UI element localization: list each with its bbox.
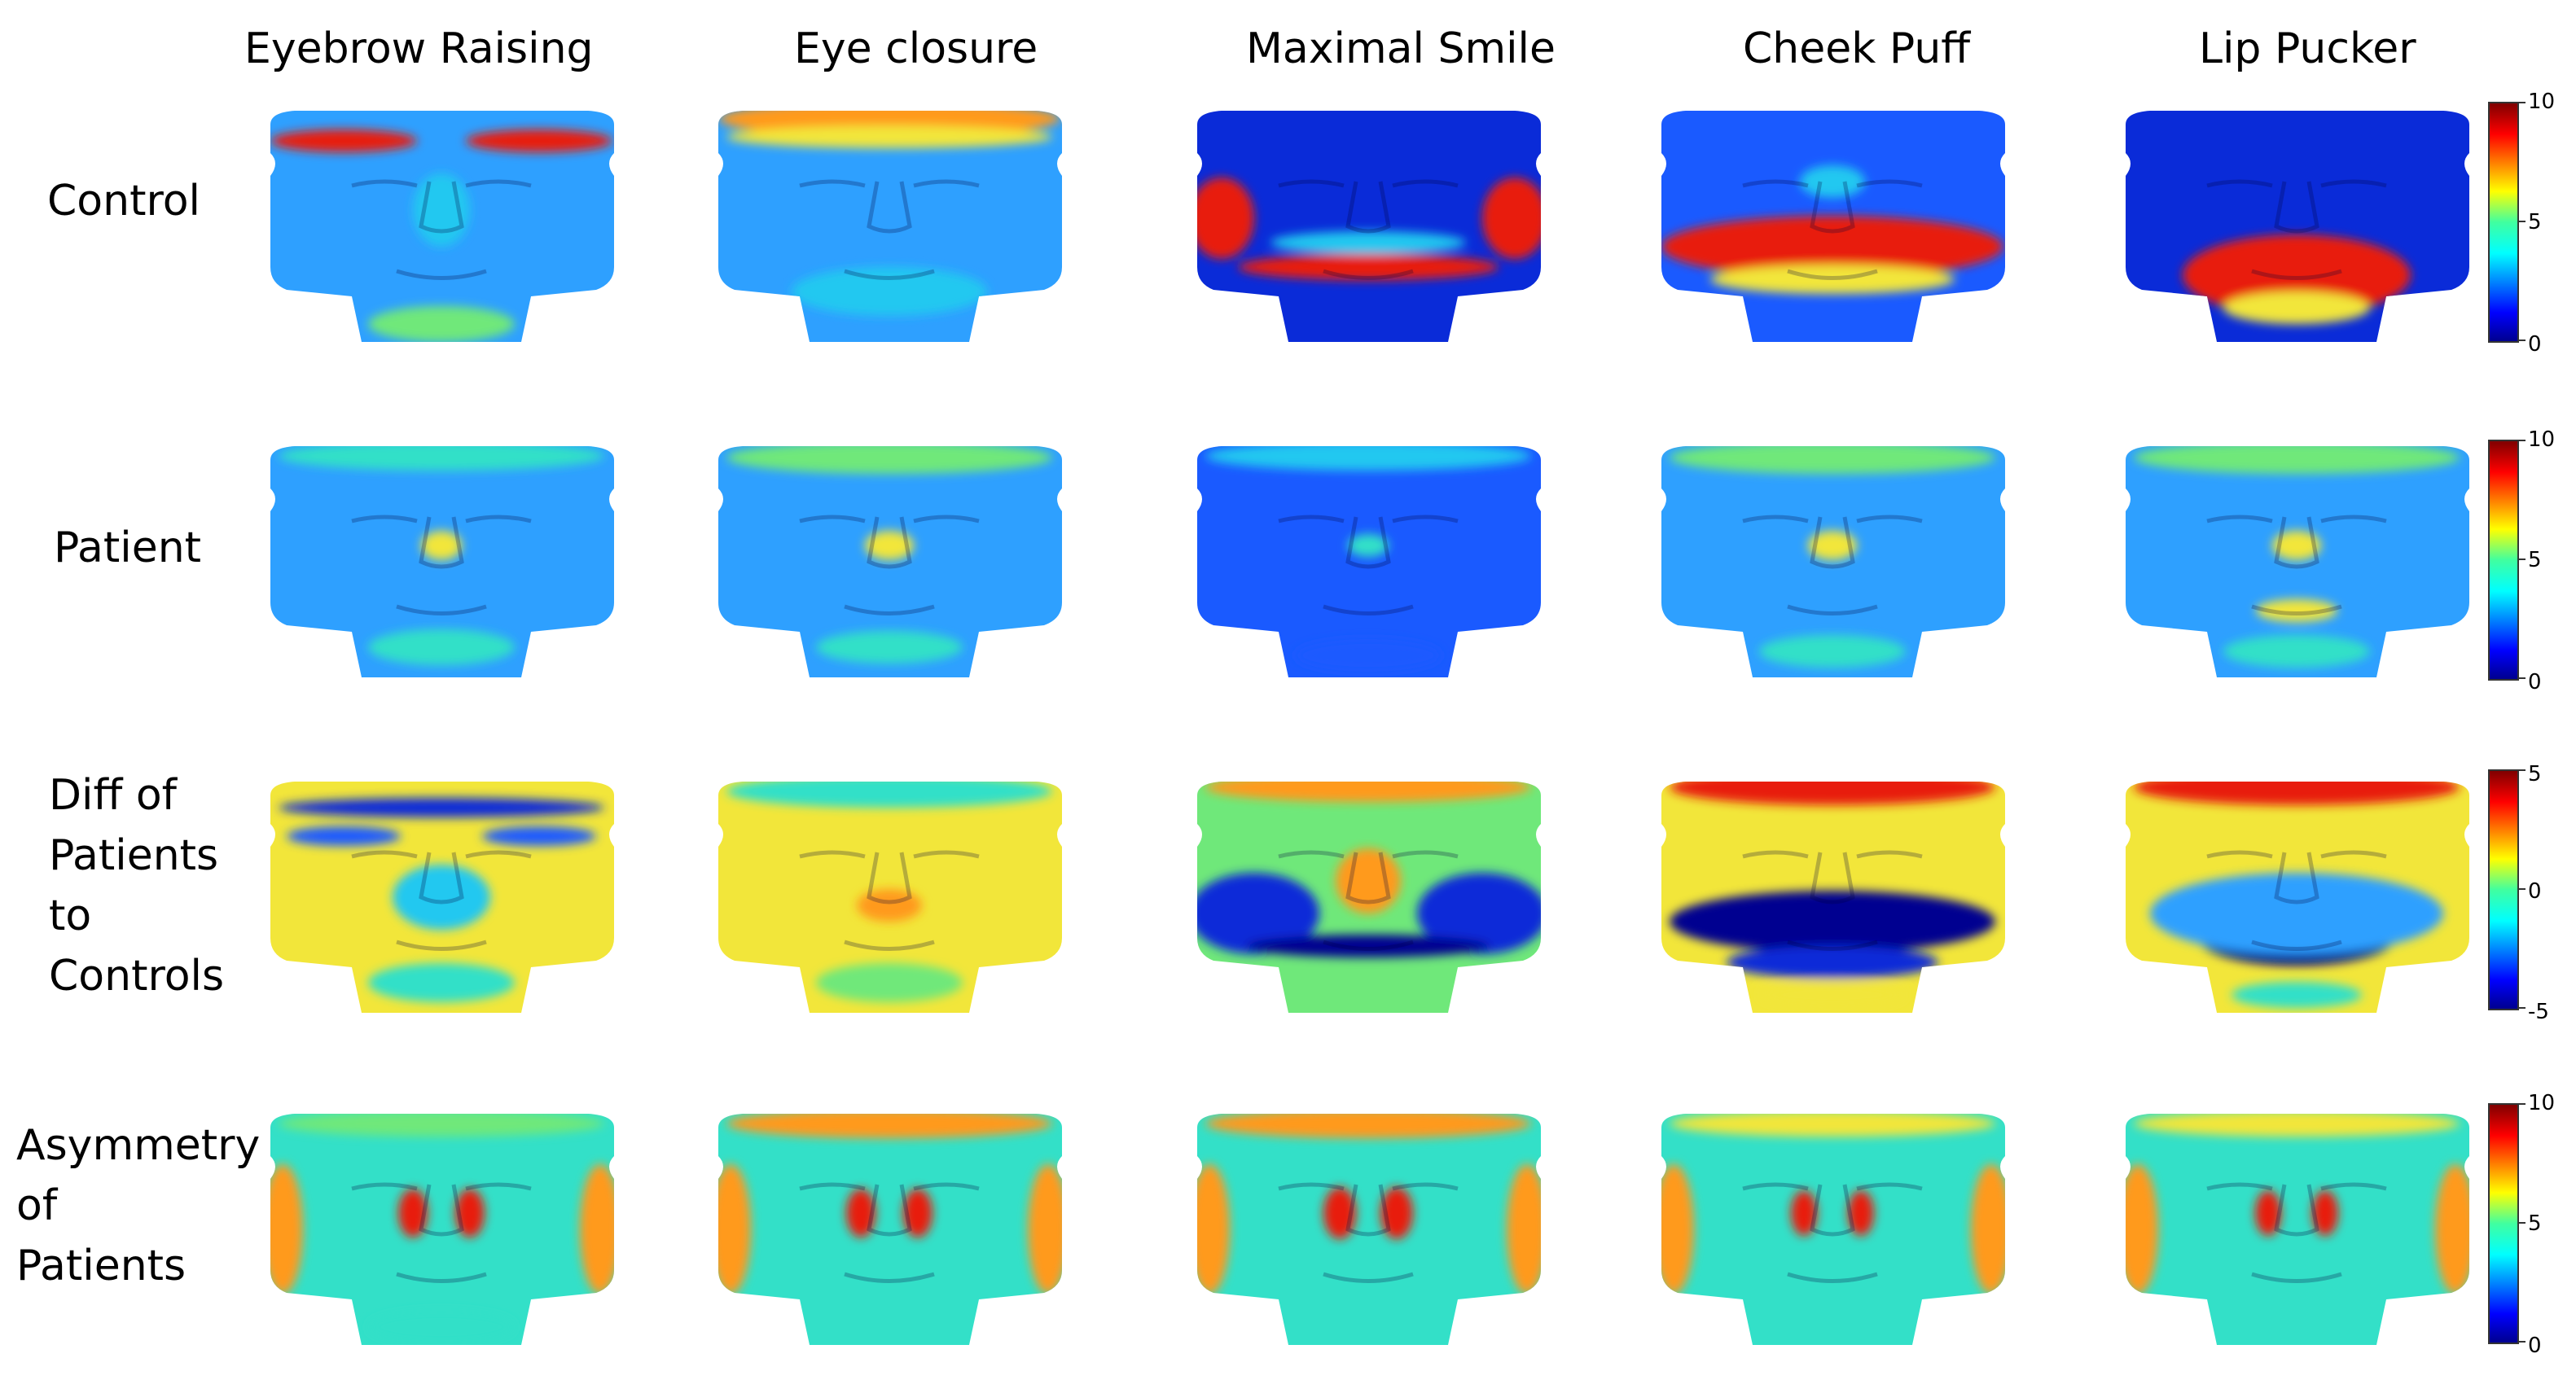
- colorbar-gradient: [2490, 103, 2517, 341]
- column-title-cheek-puff: Cheek Puff: [1743, 24, 1971, 73]
- column-title-eye-closure: Eye closure: [794, 24, 1038, 73]
- face-heatmap-asymmetry-4: [1661, 1114, 2005, 1345]
- colorbar-tick-mark: [2519, 1341, 2526, 1343]
- colorbar-diff: [2488, 769, 2519, 1010]
- face-heatmap-control-5: [2126, 111, 2469, 342]
- face-heatmap-asymmetry-2: [718, 1114, 1062, 1345]
- colorbar-tick-mark: [2519, 769, 2526, 771]
- colorbar-gradient: [2490, 771, 2517, 1009]
- colorbar-tick-mark: [2519, 221, 2526, 222]
- face-heatmap-diff-3: [1197, 782, 1541, 1013]
- colorbar-patient: [2488, 440, 2519, 681]
- face-heatmap-control-1: [270, 111, 614, 342]
- colorbar-tick-min: 0: [2528, 332, 2542, 357]
- colorbar-control: [2488, 102, 2519, 343]
- face-heatmap-patient-3: [1197, 446, 1541, 677]
- colorbar-tick-mark: [2519, 339, 2526, 341]
- colorbar-tick-mark: [2519, 888, 2526, 890]
- row-label-patient: Patient: [54, 518, 201, 578]
- column-title-maximal-smile: Maximal Smile: [1246, 24, 1556, 73]
- colorbar-tick-min: -5: [2528, 1000, 2549, 1024]
- colorbar-tick-mark: [2519, 1007, 2526, 1009]
- colorbar-tick-mark: [2519, 440, 2526, 441]
- face-heatmap-diff-5: [2126, 782, 2469, 1013]
- colorbar-gradient: [2490, 1105, 2517, 1343]
- colorbar-tick-mid: 0: [2528, 879, 2542, 904]
- face-heatmap-control-3: [1197, 111, 1541, 342]
- row-label-diff: Diff of Patients to Controls: [49, 765, 224, 1006]
- colorbar-tick-max: 5: [2528, 762, 2542, 786]
- column-title-lip-pucker: Lip Pucker: [2199, 24, 2416, 73]
- row-label-line: of: [16, 1181, 58, 1230]
- face-heatmap-asymmetry-1: [270, 1114, 614, 1345]
- colorbar-asymmetry: [2488, 1103, 2519, 1344]
- face-heatmap-asymmetry-5: [2126, 1114, 2469, 1345]
- colorbar-tick-mark: [2519, 102, 2526, 103]
- colorbar-tick-min: 0: [2528, 670, 2542, 694]
- face-heatmap-diff-4: [1661, 782, 2005, 1013]
- face-heatmap-diff-1: [270, 782, 614, 1013]
- colorbar-tick-max: 10: [2528, 1091, 2556, 1115]
- row-label-line: Patient: [54, 523, 202, 572]
- colorbar-tick-max: 10: [2528, 427, 2556, 452]
- colorbar-tick-max: 10: [2528, 90, 2556, 114]
- face-heatmap-diff-2: [718, 782, 1062, 1013]
- colorbar-tick-mid: 5: [2528, 1211, 2542, 1236]
- row-label-line: Patients: [16, 1242, 187, 1290]
- colorbar-tick-mark: [2519, 559, 2526, 560]
- row-label-line: Controls: [49, 952, 225, 1001]
- row-label-line: Asymmetry: [16, 1121, 261, 1170]
- colorbar-tick-mid: 5: [2528, 548, 2542, 572]
- face-heatmap-control-2: [718, 111, 1062, 342]
- colorbar-tick-min: 0: [2528, 1334, 2542, 1358]
- face-heatmap-patient-4: [1661, 446, 2005, 677]
- row-label-line: to: [49, 891, 92, 940]
- row-label-line: Patients: [49, 831, 219, 880]
- row-label-asymmetry: Asymmetry of Patients: [16, 1115, 260, 1296]
- face-heatmap-control-4: [1661, 111, 2005, 342]
- colorbar-tick-mark: [2519, 677, 2526, 679]
- row-label-line: Diff of: [49, 771, 177, 820]
- row-label-line: Control: [47, 177, 200, 226]
- face-heatmap-patient-1: [270, 446, 614, 677]
- colorbar-gradient: [2490, 441, 2517, 679]
- face-heatmap-patient-5: [2126, 446, 2469, 677]
- row-label-control: Control: [47, 171, 200, 231]
- face-heatmap-asymmetry-3: [1197, 1114, 1541, 1345]
- colorbar-tick-mid: 5: [2528, 210, 2542, 234]
- colorbar-tick-mark: [2519, 1103, 2526, 1105]
- colorbar-tick-mark: [2519, 1222, 2526, 1224]
- face-heatmap-patient-2: [718, 446, 1062, 677]
- column-title-eyebrow-raising: Eyebrow Raising: [244, 24, 594, 73]
